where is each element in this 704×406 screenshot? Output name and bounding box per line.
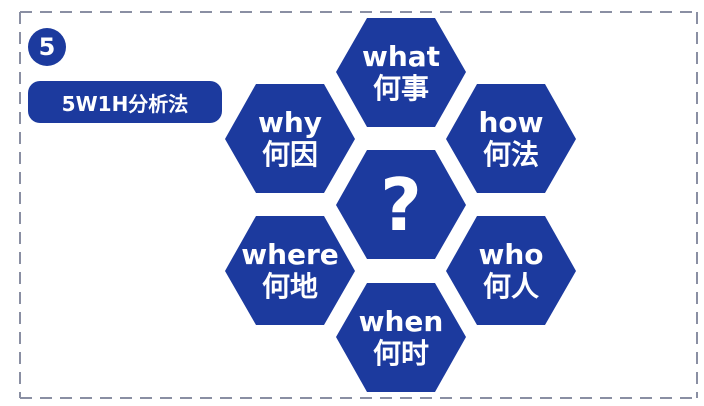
step-number-badge: 5	[28, 28, 66, 66]
step-number: 5	[38, 33, 56, 61]
question-mark: ?	[338, 150, 464, 260]
hexagon-center	[336, 150, 466, 259]
hexagon-how	[446, 84, 576, 193]
method-label-text: 5W1H分析法	[61, 91, 189, 116]
method-label: 5W1H分析法	[28, 81, 222, 123]
question-mark-symbol: ?	[380, 163, 422, 247]
hexagon-where	[225, 216, 355, 325]
hexagon-why	[225, 84, 355, 193]
hexagon-when	[336, 283, 466, 392]
hexagon-who	[446, 216, 576, 325]
hexagon-what	[336, 18, 466, 127]
